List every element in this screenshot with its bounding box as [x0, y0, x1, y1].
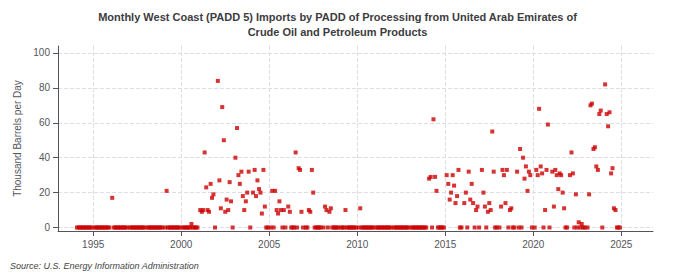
svg-text:0: 0 [44, 222, 50, 233]
svg-text:60: 60 [39, 117, 51, 128]
svg-text:1995: 1995 [82, 239, 105, 250]
svg-text:2025: 2025 [610, 239, 633, 250]
svg-text:2000: 2000 [170, 239, 193, 250]
svg-text:Thousand Barrels per Day: Thousand Barrels per Day [12, 80, 23, 197]
svg-text:2005: 2005 [258, 239, 281, 250]
svg-text:2010: 2010 [346, 239, 369, 250]
svg-text:40: 40 [39, 152, 51, 163]
svg-text:80: 80 [39, 82, 51, 93]
svg-text:Crude Oil and Petroleum Produc: Crude Oil and Petroleum Products [248, 26, 428, 38]
svg-text:Source: U.S. Energy Informatio: Source: U.S. Energy Information Administ… [10, 261, 199, 271]
svg-text:2015: 2015 [434, 239, 457, 250]
svg-text:20: 20 [39, 187, 51, 198]
svg-text:Monthly West Coast (PADD 5) Im: Monthly West Coast (PADD 5) Imports by P… [98, 11, 577, 23]
svg-text:2020: 2020 [522, 239, 545, 250]
svg-text:100: 100 [33, 47, 50, 58]
